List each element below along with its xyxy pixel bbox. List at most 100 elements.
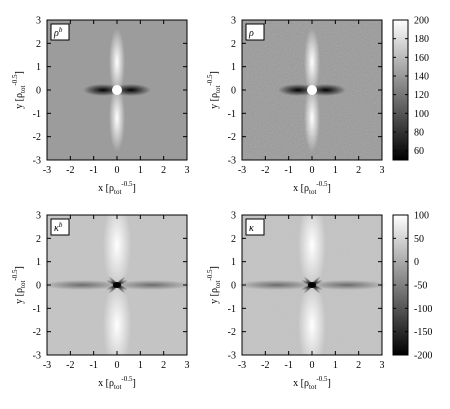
x-tick-label: -2 — [66, 360, 74, 371]
x-tick-label: 3 — [380, 360, 385, 371]
lobe — [112, 85, 122, 95]
lobe — [304, 84, 320, 152]
label-part: -0.5 — [316, 375, 328, 383]
colorbar-tick-label: 180 — [414, 34, 429, 45]
label-part: x [ρ — [293, 183, 309, 194]
label-part: ] — [327, 378, 330, 389]
lobe — [113, 282, 121, 288]
y-tick-label: 0 — [36, 86, 41, 97]
label-part: ] — [132, 183, 135, 194]
y-tick-label: 3 — [231, 16, 236, 27]
label-part: κ — [249, 223, 254, 234]
x-tick-label: -1 — [89, 165, 97, 176]
lobe — [109, 84, 125, 152]
y-tick-label: 1 — [36, 62, 41, 73]
lobe — [112, 280, 192, 290]
panel-label: ρ — [248, 28, 254, 39]
colorbar-tick-label: 50 — [414, 234, 424, 245]
label-part: ] — [14, 71, 25, 74]
label-part: -0.5 — [316, 180, 328, 188]
x-tick-label: -1 — [89, 360, 97, 371]
y-tick-label: 2 — [231, 234, 236, 245]
y-tick-label: 0 — [231, 281, 236, 292]
label-part: tot — [114, 383, 121, 391]
lobe — [308, 282, 316, 288]
x-tick-label: 3 — [380, 165, 385, 176]
lobe — [42, 280, 122, 290]
label-part: y [ρ — [14, 93, 25, 109]
x-tick-label: 2 — [356, 165, 361, 176]
y-tick-label: -3 — [228, 156, 236, 167]
label-part: -0.5 — [11, 269, 19, 281]
label-part: ] — [209, 71, 220, 74]
y-tick-label: 2 — [36, 234, 41, 245]
label-part: -0.5 — [121, 375, 133, 383]
heatmap — [47, 20, 187, 160]
label-part: -0.5 — [206, 74, 214, 86]
colorbar-tick-label: -50 — [414, 281, 427, 292]
label-part: ρ — [248, 28, 254, 39]
label-part: y [ρ — [209, 288, 220, 304]
x-tick-label: -2 — [261, 165, 269, 176]
label-part: -0.5 — [121, 180, 133, 188]
y-axis-label: y [ρtot-0.5] — [206, 71, 222, 109]
x-tick-label: 1 — [333, 165, 338, 176]
x-tick-label: 1 — [333, 360, 338, 371]
label-part: tot — [309, 383, 316, 391]
label-part: x [ρ — [293, 378, 309, 389]
x-tick-label: -3 — [238, 360, 246, 371]
y-tick-label: -1 — [228, 304, 236, 315]
label-part: ρ — [53, 28, 59, 39]
lobe — [298, 200, 326, 290]
heatmap — [242, 20, 382, 160]
panel-label: κ — [249, 223, 254, 234]
x-axis-label: x [ρtot-0.5] — [98, 375, 136, 391]
colorbar-tick-label: 80 — [414, 128, 424, 139]
colorbar-tick-label: 100 — [414, 211, 429, 222]
x-tick-label: 1 — [138, 165, 143, 176]
colorbar-tick-label: 120 — [414, 90, 429, 101]
lobe — [237, 280, 317, 290]
x-tick-label: 1 — [138, 360, 143, 371]
label-part: -0.5 — [11, 74, 19, 86]
label-part: y [ρ — [209, 93, 220, 109]
label-part: tot — [114, 188, 121, 196]
x-tick-label: -1 — [284, 165, 292, 176]
colorbar-tick-label: 60 — [414, 146, 424, 157]
x-tick-label: -3 — [238, 165, 246, 176]
y-tick-label: 3 — [36, 16, 41, 27]
y-tick-label: -2 — [33, 132, 41, 143]
colorbar-tick-label: 160 — [414, 53, 429, 64]
x-tick-label: -1 — [284, 360, 292, 371]
y-axis-label: y [ρtot-0.5] — [206, 266, 222, 304]
panel-label-box — [50, 218, 70, 236]
heatmap — [237, 200, 387, 370]
colorbar-tick-label: 0 — [414, 257, 419, 268]
label-part: κ — [54, 223, 59, 234]
colorbar-tick-label: 140 — [414, 72, 429, 83]
x-axis-label: x [ρtot-0.5] — [293, 375, 331, 391]
label-part: y [ρ — [14, 288, 25, 304]
label-part: x [ρ — [98, 183, 114, 194]
y-tick-label: -1 — [33, 304, 41, 315]
x-tick-label: -3 — [43, 165, 51, 176]
x-tick-label: 3 — [185, 360, 190, 371]
y-tick-label: 3 — [231, 211, 236, 222]
lobe — [307, 280, 387, 290]
y-tick-label: 2 — [231, 39, 236, 50]
y-tick-label: -2 — [228, 327, 236, 338]
x-tick-label: 2 — [356, 360, 361, 371]
y-tick-label: -2 — [228, 132, 236, 143]
x-tick-label: -2 — [261, 360, 269, 371]
y-tick-label: 2 — [36, 39, 41, 50]
label-part: tot — [214, 281, 222, 288]
panel-label-box — [50, 23, 70, 41]
y-tick-label: 3 — [36, 211, 41, 222]
x-tick-label: -2 — [66, 165, 74, 176]
label-part: tot — [19, 281, 27, 288]
label-part: x [ρ — [98, 378, 114, 389]
x-axis-label: x [ρtot-0.5] — [98, 180, 136, 196]
colorbar-tick-label: 100 — [414, 109, 429, 120]
y-tick-label: -1 — [228, 109, 236, 120]
y-tick-label: 1 — [36, 257, 41, 268]
